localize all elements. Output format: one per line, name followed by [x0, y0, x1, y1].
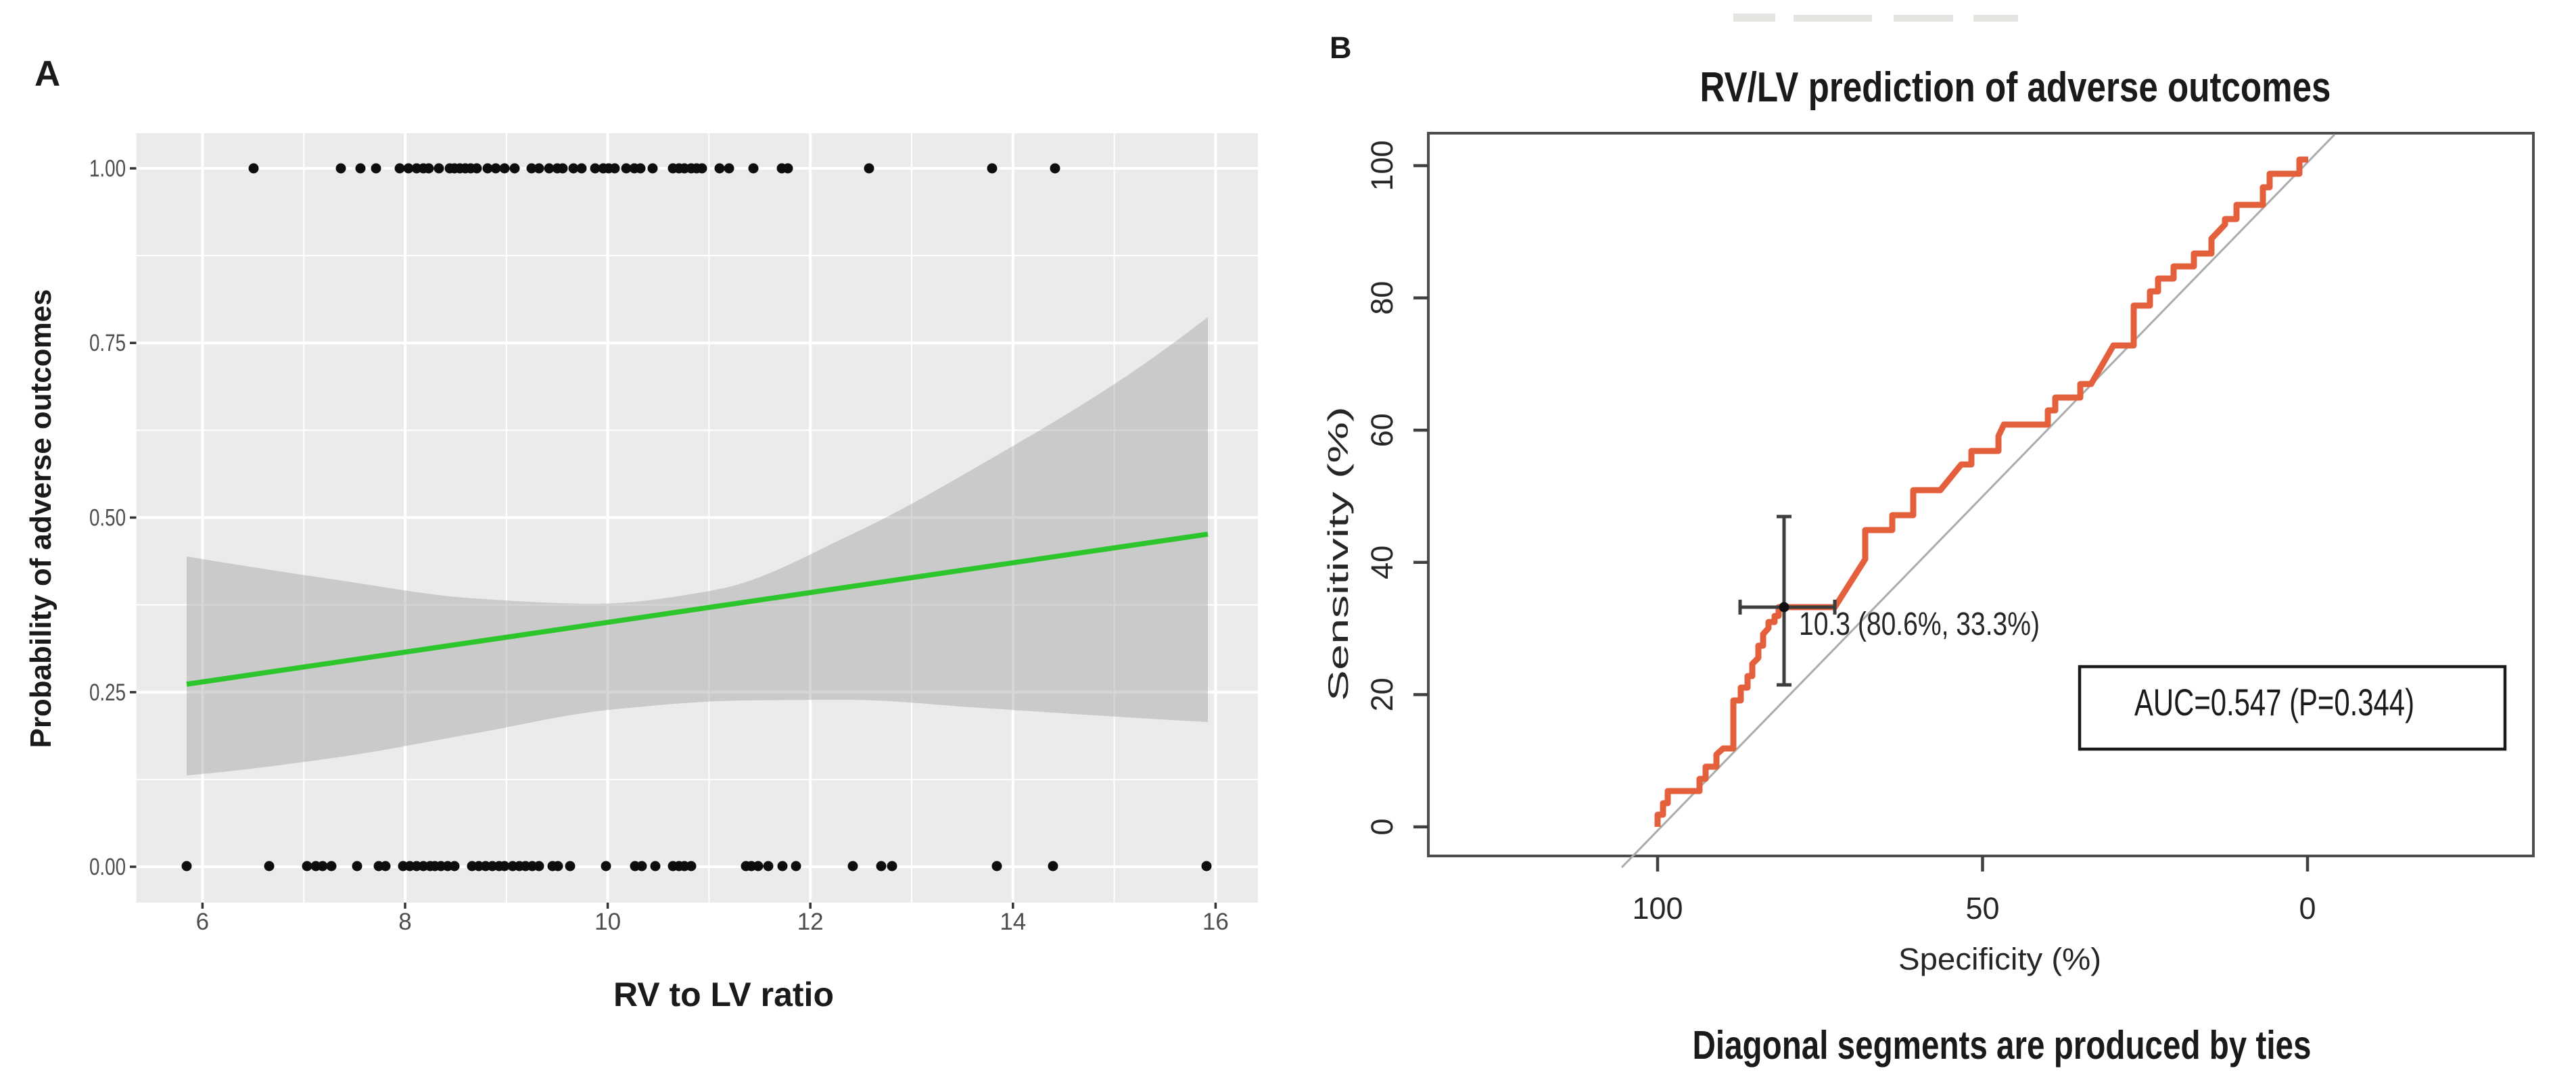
svg-text:60: 60	[1365, 413, 1399, 447]
svg-text:0.75: 0.75	[89, 330, 126, 356]
svg-text:50: 50	[1965, 891, 1999, 926]
svg-text:B: B	[1330, 30, 1352, 65]
svg-text:1.00: 1.00	[89, 156, 126, 182]
svg-text:0: 0	[2299, 891, 2316, 926]
svg-text:20: 20	[1365, 677, 1399, 711]
svg-text:12: 12	[797, 909, 824, 935]
svg-text:40: 40	[1365, 546, 1399, 579]
svg-text:Specificity (%): Specificity (%)	[1898, 942, 2101, 976]
svg-text:10.3 (80.6%, 33.3%): 10.3 (80.6%, 33.3%)	[1799, 606, 2040, 642]
svg-text:0.00: 0.00	[89, 854, 126, 880]
svg-text:Sensitivity (%): Sensitivity (%)	[1322, 406, 1354, 701]
svg-text:14: 14	[1000, 909, 1026, 935]
svg-text:16: 16	[1202, 909, 1229, 935]
svg-text:A: A	[34, 54, 60, 94]
svg-text:RV to LV ratio: RV to LV ratio	[613, 976, 834, 1013]
svg-text:80: 80	[1365, 281, 1399, 315]
svg-text:AUC=0.547 (P=0.344): AUC=0.547 (P=0.344)	[2134, 681, 2414, 723]
svg-text:0.25: 0.25	[89, 679, 126, 706]
svg-text:0.50: 0.50	[89, 505, 126, 531]
svg-text:Probability of adverse outcome: Probability of adverse outcomes	[24, 289, 57, 748]
svg-text:6: 6	[196, 909, 209, 935]
svg-text:100: 100	[1632, 891, 1683, 926]
svg-text:RV/LV prediction of adverse ou: RV/LV prediction of adverse outcomes	[1700, 64, 2331, 111]
svg-text:Diagonal segments are produced: Diagonal segments are produced by ties	[1693, 1023, 2312, 1068]
svg-text:10: 10	[594, 909, 621, 935]
svg-text:0: 0	[1365, 818, 1399, 835]
svg-text:100: 100	[1365, 140, 1399, 191]
svg-text:8: 8	[398, 909, 411, 935]
